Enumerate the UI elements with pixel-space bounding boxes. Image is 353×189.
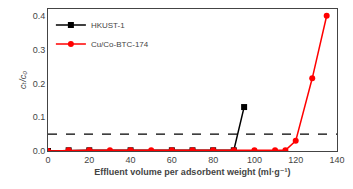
svg-text:cₜ/c₀: cₜ/c₀ [18, 71, 28, 89]
svg-text:100: 100 [247, 155, 262, 165]
svg-text:0: 0 [45, 155, 50, 165]
svg-text:140: 140 [329, 155, 344, 165]
svg-text:40: 40 [126, 155, 136, 165]
svg-text:60: 60 [167, 155, 177, 165]
svg-text:Cu/Co-BTC-174: Cu/Co-BTC-174 [91, 40, 149, 49]
svg-text:HKUST-1: HKUST-1 [91, 21, 125, 30]
svg-text:0.4: 0.4 [33, 11, 46, 21]
svg-text:0.2: 0.2 [33, 79, 46, 89]
svg-text:20: 20 [84, 155, 94, 165]
svg-text:Effluent volume per adsorbent: Effluent volume per adsorbent weight (ml… [94, 167, 290, 177]
svg-text:120: 120 [288, 155, 303, 165]
svg-text:0.1: 0.1 [33, 112, 46, 122]
svg-text:0.3: 0.3 [33, 45, 46, 55]
svg-text:0.0: 0.0 [33, 146, 46, 156]
svg-text:80: 80 [208, 155, 218, 165]
